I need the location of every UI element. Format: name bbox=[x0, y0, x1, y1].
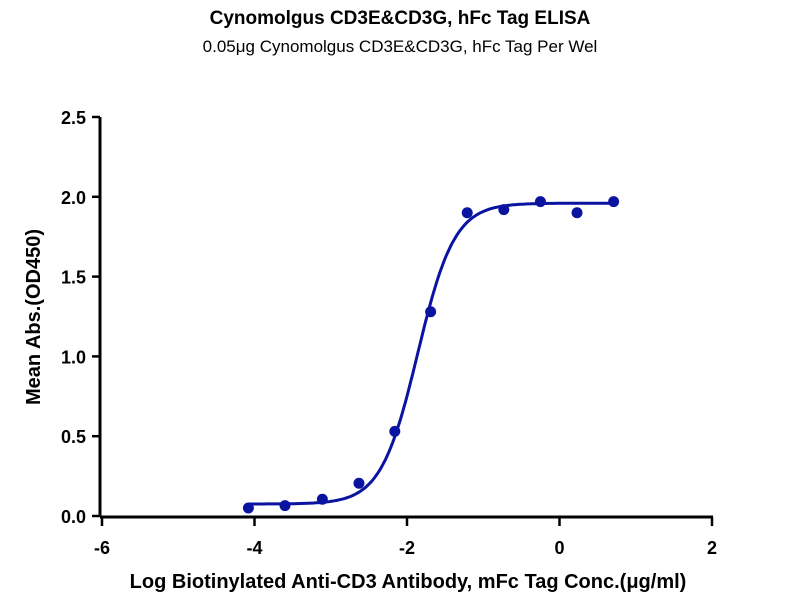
data-point bbox=[389, 425, 401, 437]
data-point bbox=[534, 196, 546, 208]
x-tick-label: -6 bbox=[94, 538, 110, 558]
chart-title: Cynomolgus CD3E&CD3G, hFc Tag ELISA bbox=[210, 8, 591, 29]
data-point bbox=[279, 500, 291, 512]
data-point bbox=[425, 306, 437, 318]
data-point bbox=[353, 477, 365, 489]
fit-curve bbox=[248, 201, 614, 506]
y-tick-label: 1.0 bbox=[61, 347, 86, 367]
x-tick-label: 0 bbox=[554, 538, 564, 558]
data-points bbox=[242, 196, 620, 514]
x-axis-label: Log Biotinylated Anti-CD3 Antibody, mFc … bbox=[130, 571, 687, 593]
data-point bbox=[316, 493, 328, 505]
y-tick-label: 2.5 bbox=[61, 108, 86, 128]
data-point bbox=[461, 207, 473, 219]
data-point bbox=[242, 502, 254, 514]
y-tick-label: 2.0 bbox=[61, 188, 86, 208]
y-tick-label: 0.5 bbox=[61, 427, 86, 447]
axes: 0.0 0.5 1.0 1.5 2.0 2.5 -6 -4 -2 0 2 bbox=[61, 108, 717, 558]
data-point bbox=[498, 204, 510, 216]
data-point bbox=[608, 196, 620, 208]
y-tick-label: 0.0 bbox=[61, 507, 86, 527]
chart-subtitle: 0.05μg Cynomolgus CD3E&CD3G, hFc Tag Per… bbox=[203, 37, 598, 56]
data-point bbox=[571, 207, 583, 219]
x-tick-label: -2 bbox=[399, 538, 415, 558]
x-tick-label: 2 bbox=[707, 538, 717, 558]
x-tick-label: -4 bbox=[246, 538, 262, 558]
y-axis-label: Mean Abs.(OD450) bbox=[23, 229, 45, 405]
y-tick-label: 1.5 bbox=[61, 268, 86, 288]
